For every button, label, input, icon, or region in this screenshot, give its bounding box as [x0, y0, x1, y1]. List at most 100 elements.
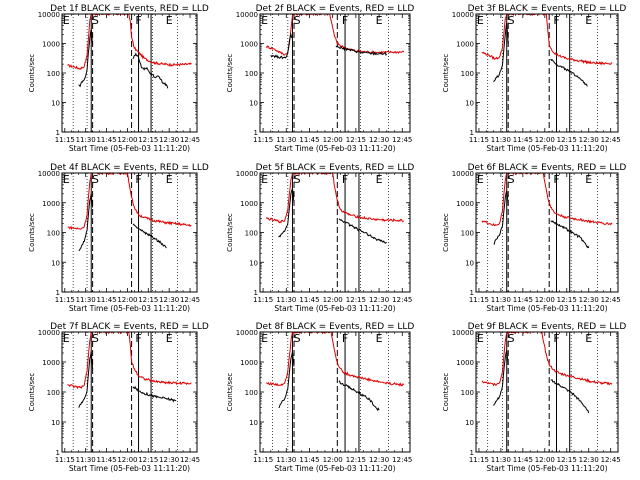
plot-frame	[475, 13, 619, 133]
interval-marker-label: E	[261, 332, 268, 345]
x-tick-label: 12:45	[392, 456, 412, 464]
x-tick-label: 12:45	[180, 296, 200, 304]
x-tick-label: 11:45	[513, 136, 533, 144]
y-tick-label: 1	[56, 289, 60, 297]
y-axis-label: Counts/sec	[28, 54, 36, 93]
x-tick-label: 11:15	[55, 296, 75, 304]
x-tick-label: 12:15	[138, 136, 158, 144]
plot-frame	[475, 172, 619, 293]
y-tick-label: 100	[47, 389, 60, 397]
y-tick-label: 1000	[456, 41, 474, 49]
x-axis-label: Start Time (05-Feb-03 11:11:20)	[274, 464, 395, 473]
events-series-line	[493, 22, 509, 83]
interval-marker-label: F	[553, 173, 559, 186]
y-tick-label: 1	[470, 289, 474, 297]
plot-frame	[475, 331, 619, 453]
y-tick-label: 1000	[42, 41, 60, 49]
x-tick-label: 12:30	[159, 136, 179, 144]
y-axis-label: Counts/sec	[28, 373, 36, 412]
events-series-line	[550, 220, 590, 249]
interval-marker-label: E	[376, 14, 383, 27]
x-tick-label: 11:15	[469, 136, 489, 144]
y-tick-label: 10	[465, 100, 474, 108]
x-tick-label: 12:00	[535, 456, 555, 464]
y-tick-label: 10	[51, 419, 60, 427]
x-tick-label: 11:45	[96, 296, 116, 304]
events-series-line	[550, 58, 588, 87]
interval-marker-label: E	[261, 14, 268, 27]
x-axis-label: Start Time (05-Feb-03 11:11:20)	[69, 144, 190, 153]
x-tick-label: 11:45	[299, 296, 319, 304]
y-tick-label: 10	[465, 259, 474, 267]
x-tick-label: 11:15	[55, 456, 75, 464]
events-series-line	[132, 223, 167, 249]
x-tick-label: 12:15	[557, 296, 577, 304]
x-tick-label: 12:00	[535, 136, 555, 144]
x-tick-label: 12:00	[323, 456, 343, 464]
x-tick-label: 11:15	[55, 136, 75, 144]
plot-frame	[259, 172, 411, 293]
plot-frame	[61, 172, 198, 293]
y-tick-label: 1000	[456, 200, 474, 208]
curves	[266, 332, 405, 412]
x-tick-label: 12:45	[392, 136, 412, 144]
interval-marker-label: S	[508, 173, 515, 186]
x-axis-label: Start Time (05-Feb-03 11:11:20)	[69, 464, 190, 473]
x-tick-label: 12:00	[535, 296, 555, 304]
plot-frame	[259, 331, 411, 453]
x-tick-label: 11:45	[513, 456, 533, 464]
curves	[481, 332, 613, 414]
y-tick-label: 1	[254, 129, 258, 137]
events-series-line	[338, 380, 380, 412]
interval-marker-label: E	[477, 173, 484, 186]
interval-marker-label: F	[135, 14, 141, 27]
interval-marker-label: E	[166, 173, 173, 186]
x-axis-label: Start Time (05-Feb-03 11:11:20)	[486, 304, 607, 313]
interval-marker-label: S	[294, 14, 301, 27]
y-tick-label: 10	[249, 419, 258, 427]
y-axis-label: Counts/sec	[442, 54, 450, 93]
x-tick-label: 12:30	[369, 456, 389, 464]
x-tick-label: 12:45	[601, 456, 621, 464]
x-tick-label: 11:15	[253, 456, 273, 464]
x-tick-label: 11:45	[299, 136, 319, 144]
events-series-line	[78, 29, 94, 88]
interval-marker-label: E	[166, 14, 173, 27]
y-tick-label: 10000	[452, 329, 474, 337]
y-tick-label: 100	[461, 389, 474, 397]
interval-marker-label: F	[553, 332, 559, 345]
x-tick-label: 11:30	[76, 136, 96, 144]
y-tick-label: 10000	[236, 11, 258, 19]
x-axis-label: Start Time (05-Feb-03 11:11:20)	[69, 304, 190, 313]
y-tick-label: 1	[254, 289, 258, 297]
interval-marker-label: E	[261, 173, 268, 186]
y-tick-label: 100	[245, 389, 258, 397]
interval-marker-label: F	[135, 173, 141, 186]
panel-4: Det 4f BLACK = Events, RED = LLD 1 10 100 10…	[28, 163, 209, 313]
x-tick-label: 11:45	[299, 456, 319, 464]
panel-7: Det 7f BLACK = Events, RED = LLD 1 10 100 10…	[28, 322, 209, 473]
x-tick-label: 11:30	[491, 136, 511, 144]
x-tick-label: 11:30	[276, 136, 296, 144]
y-tick-label: 1	[470, 129, 474, 137]
events-series-line	[338, 218, 387, 244]
lld-series-line	[67, 173, 192, 231]
interval-marker-label: E	[585, 14, 592, 27]
y-tick-label: 10	[51, 259, 60, 267]
panel-title: Det 3f BLACK = Events, RED = LLD	[468, 4, 627, 14]
panel-5: Det 5f BLACK = Events, RED = LLD 1 10 100 10…	[226, 163, 414, 313]
x-tick-label: 12:45	[601, 136, 621, 144]
plot-frame	[61, 331, 198, 453]
curves	[67, 173, 192, 251]
y-tick-label: 10	[51, 100, 60, 108]
panel-title: Det 5f BLACK = Events, RED = LLD	[256, 163, 415, 173]
y-tick-label: 100	[47, 70, 60, 78]
y-tick-label: 1	[56, 449, 60, 457]
events-series-line	[78, 351, 94, 408]
curves	[481, 14, 613, 87]
y-tick-label: 1000	[456, 359, 474, 367]
interval-marker-label: E	[376, 332, 383, 345]
y-tick-label: 100	[245, 230, 258, 238]
x-tick-label: 12:30	[159, 296, 179, 304]
events-series-line	[270, 32, 293, 60]
